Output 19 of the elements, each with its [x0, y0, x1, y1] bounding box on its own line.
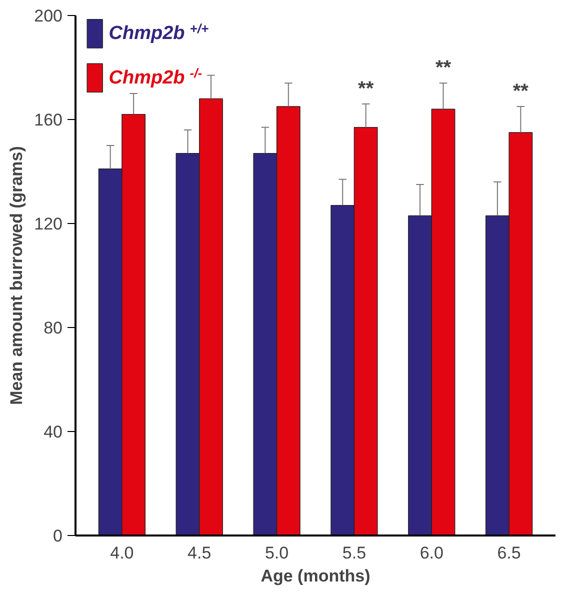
x-tick-label: 6.0 — [420, 544, 444, 562]
y-tick-label: 0 — [53, 526, 63, 546]
x-tick-label: 4.5 — [188, 544, 212, 562]
y-tick-label: 160 — [34, 110, 63, 130]
annotation: ** — [435, 57, 452, 80]
y-tick-label: 40 — [44, 422, 63, 442]
annotation: ** — [358, 78, 374, 100]
y-tick-label: 120 — [34, 214, 63, 234]
x-axis-title: Age (months) — [260, 566, 370, 586]
x-tick-label: 5.5 — [342, 544, 366, 562]
x-tick-label: 4.0 — [110, 544, 134, 562]
x-tick-label: 6.5 — [497, 544, 521, 562]
y-axis-title: Mean amount burrowed (grams) — [7, 146, 26, 405]
legend-label: Chmp2b-/- — [108, 65, 202, 88]
x-tick-label: 5.0 — [264, 544, 289, 562]
y-tick-label: 80 — [44, 318, 63, 338]
legend-label: Chmp2b+/+ — [108, 21, 209, 44]
y-tick-label: 200 — [34, 6, 63, 26]
annotation: ** — [512, 80, 529, 102]
